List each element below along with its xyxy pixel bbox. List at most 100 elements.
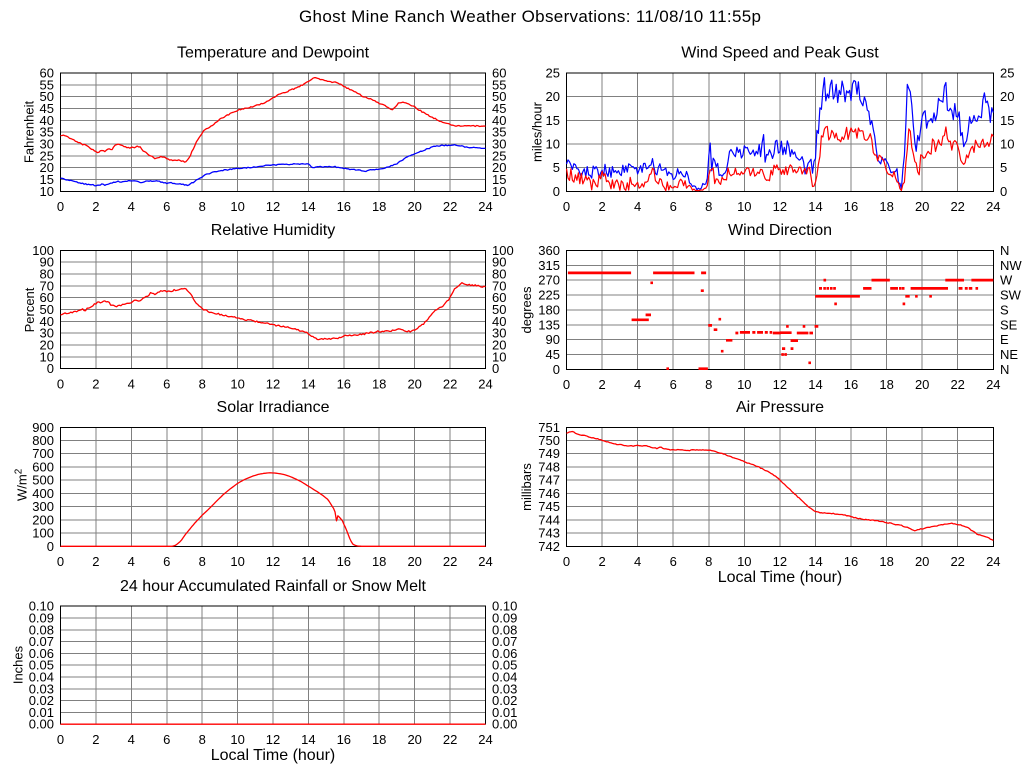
svg-text:50: 50 — [492, 302, 506, 317]
svg-text:100: 100 — [492, 243, 514, 258]
svg-text:18: 18 — [372, 732, 386, 747]
svg-text:N: N — [1000, 243, 1009, 258]
svg-text:600: 600 — [32, 460, 54, 475]
svg-text:0.06: 0.06 — [29, 646, 54, 661]
svg-text:Air Pressure: Air Pressure — [736, 399, 824, 416]
svg-text:16: 16 — [337, 376, 351, 391]
svg-text:225: 225 — [538, 288, 560, 303]
svg-text:45: 45 — [546, 347, 560, 362]
svg-text:0: 0 — [57, 554, 64, 569]
svg-text:Ghost Mine Ranch Weather Obser: Ghost Mine Ranch Weather Observations: 1… — [299, 7, 761, 26]
svg-text:22: 22 — [950, 377, 964, 392]
svg-text:Fahrenheit: Fahrenheit — [22, 101, 37, 164]
svg-text:16: 16 — [337, 732, 351, 747]
svg-text:4: 4 — [634, 377, 641, 392]
svg-text:60: 60 — [40, 66, 54, 81]
svg-text:6: 6 — [670, 554, 677, 569]
svg-text:30: 30 — [40, 137, 54, 152]
svg-text:55: 55 — [40, 77, 54, 92]
svg-text:Solar Irradiance: Solar Irradiance — [217, 399, 330, 416]
svg-text:90: 90 — [40, 255, 54, 270]
svg-text:8: 8 — [705, 554, 712, 569]
svg-text:degrees: degrees — [519, 286, 534, 333]
svg-text:Temperature and Dewpoint: Temperature and Dewpoint — [177, 45, 370, 62]
svg-text:0: 0 — [563, 377, 570, 392]
svg-text:16: 16 — [337, 554, 351, 569]
svg-text:60: 60 — [40, 290, 54, 305]
svg-text:500: 500 — [32, 473, 54, 488]
svg-text:20: 20 — [492, 160, 506, 175]
svg-text:20: 20 — [40, 338, 54, 353]
svg-text:40: 40 — [40, 113, 54, 128]
svg-text:Local Time (hour): Local Time (hour) — [211, 747, 336, 764]
svg-text:0: 0 — [47, 539, 54, 554]
svg-text:24: 24 — [478, 199, 492, 214]
svg-text:90: 90 — [492, 255, 506, 270]
svg-text:5: 5 — [1000, 160, 1007, 175]
svg-text:24: 24 — [478, 554, 492, 569]
svg-text:4: 4 — [128, 199, 135, 214]
svg-text:90: 90 — [546, 332, 560, 347]
svg-text:24: 24 — [478, 732, 492, 747]
svg-text:20: 20 — [40, 160, 54, 175]
svg-text:24: 24 — [478, 376, 492, 391]
svg-text:miles/hour: miles/hour — [530, 101, 545, 162]
svg-text:30: 30 — [40, 326, 54, 341]
svg-text:747: 747 — [538, 473, 560, 488]
svg-text:20: 20 — [407, 554, 421, 569]
svg-text:400: 400 — [32, 486, 54, 501]
svg-text:0.10: 0.10 — [29, 599, 54, 614]
svg-text:744: 744 — [538, 512, 560, 527]
svg-text:749: 749 — [538, 446, 560, 461]
svg-text:2: 2 — [92, 732, 99, 747]
svg-text:0: 0 — [563, 554, 570, 569]
svg-text:24: 24 — [986, 377, 1000, 392]
svg-text:15: 15 — [492, 172, 506, 187]
svg-text:Inches: Inches — [11, 645, 26, 684]
svg-text:743: 743 — [538, 526, 560, 541]
svg-text:20: 20 — [407, 376, 421, 391]
svg-text:20: 20 — [407, 732, 421, 747]
svg-text:2: 2 — [92, 376, 99, 391]
svg-text:20: 20 — [915, 377, 929, 392]
svg-text:10: 10 — [737, 377, 751, 392]
svg-text:18: 18 — [372, 199, 386, 214]
svg-text:100: 100 — [32, 526, 54, 541]
svg-text:0: 0 — [553, 362, 560, 377]
svg-text:25: 25 — [546, 66, 560, 81]
svg-text:millibars: millibars — [519, 463, 534, 511]
svg-text:W/m2: W/m2 — [14, 468, 30, 501]
svg-text:4: 4 — [634, 554, 641, 569]
svg-text:2: 2 — [598, 554, 605, 569]
svg-text:NW: NW — [1000, 258, 1022, 273]
svg-text:Local Time (hour): Local Time (hour) — [718, 569, 843, 586]
svg-text:N: N — [1000, 362, 1009, 377]
svg-text:22: 22 — [443, 376, 457, 391]
svg-text:E: E — [1000, 332, 1009, 347]
svg-text:0.09: 0.09 — [29, 611, 54, 626]
svg-text:22: 22 — [443, 199, 457, 214]
svg-text:12: 12 — [773, 199, 787, 214]
svg-text:30: 30 — [492, 137, 506, 152]
svg-text:NE: NE — [1000, 347, 1018, 362]
svg-text:16: 16 — [844, 199, 858, 214]
svg-text:2: 2 — [92, 554, 99, 569]
svg-text:746: 746 — [538, 486, 560, 501]
svg-text:12: 12 — [266, 732, 280, 747]
svg-text:8: 8 — [705, 377, 712, 392]
svg-text:22: 22 — [443, 554, 457, 569]
svg-text:12: 12 — [266, 376, 280, 391]
svg-text:22: 22 — [950, 554, 964, 569]
svg-text:16: 16 — [844, 377, 858, 392]
svg-text:8: 8 — [705, 199, 712, 214]
svg-text:0.03: 0.03 — [492, 681, 517, 696]
svg-text:10: 10 — [546, 137, 560, 152]
svg-text:6: 6 — [163, 732, 170, 747]
svg-text:2: 2 — [598, 377, 605, 392]
svg-text:W: W — [1000, 273, 1013, 288]
svg-text:14: 14 — [301, 732, 315, 747]
svg-text:5: 5 — [553, 160, 560, 175]
svg-text:70: 70 — [492, 278, 506, 293]
svg-text:751: 751 — [538, 420, 560, 435]
svg-text:Percent: Percent — [22, 287, 37, 332]
